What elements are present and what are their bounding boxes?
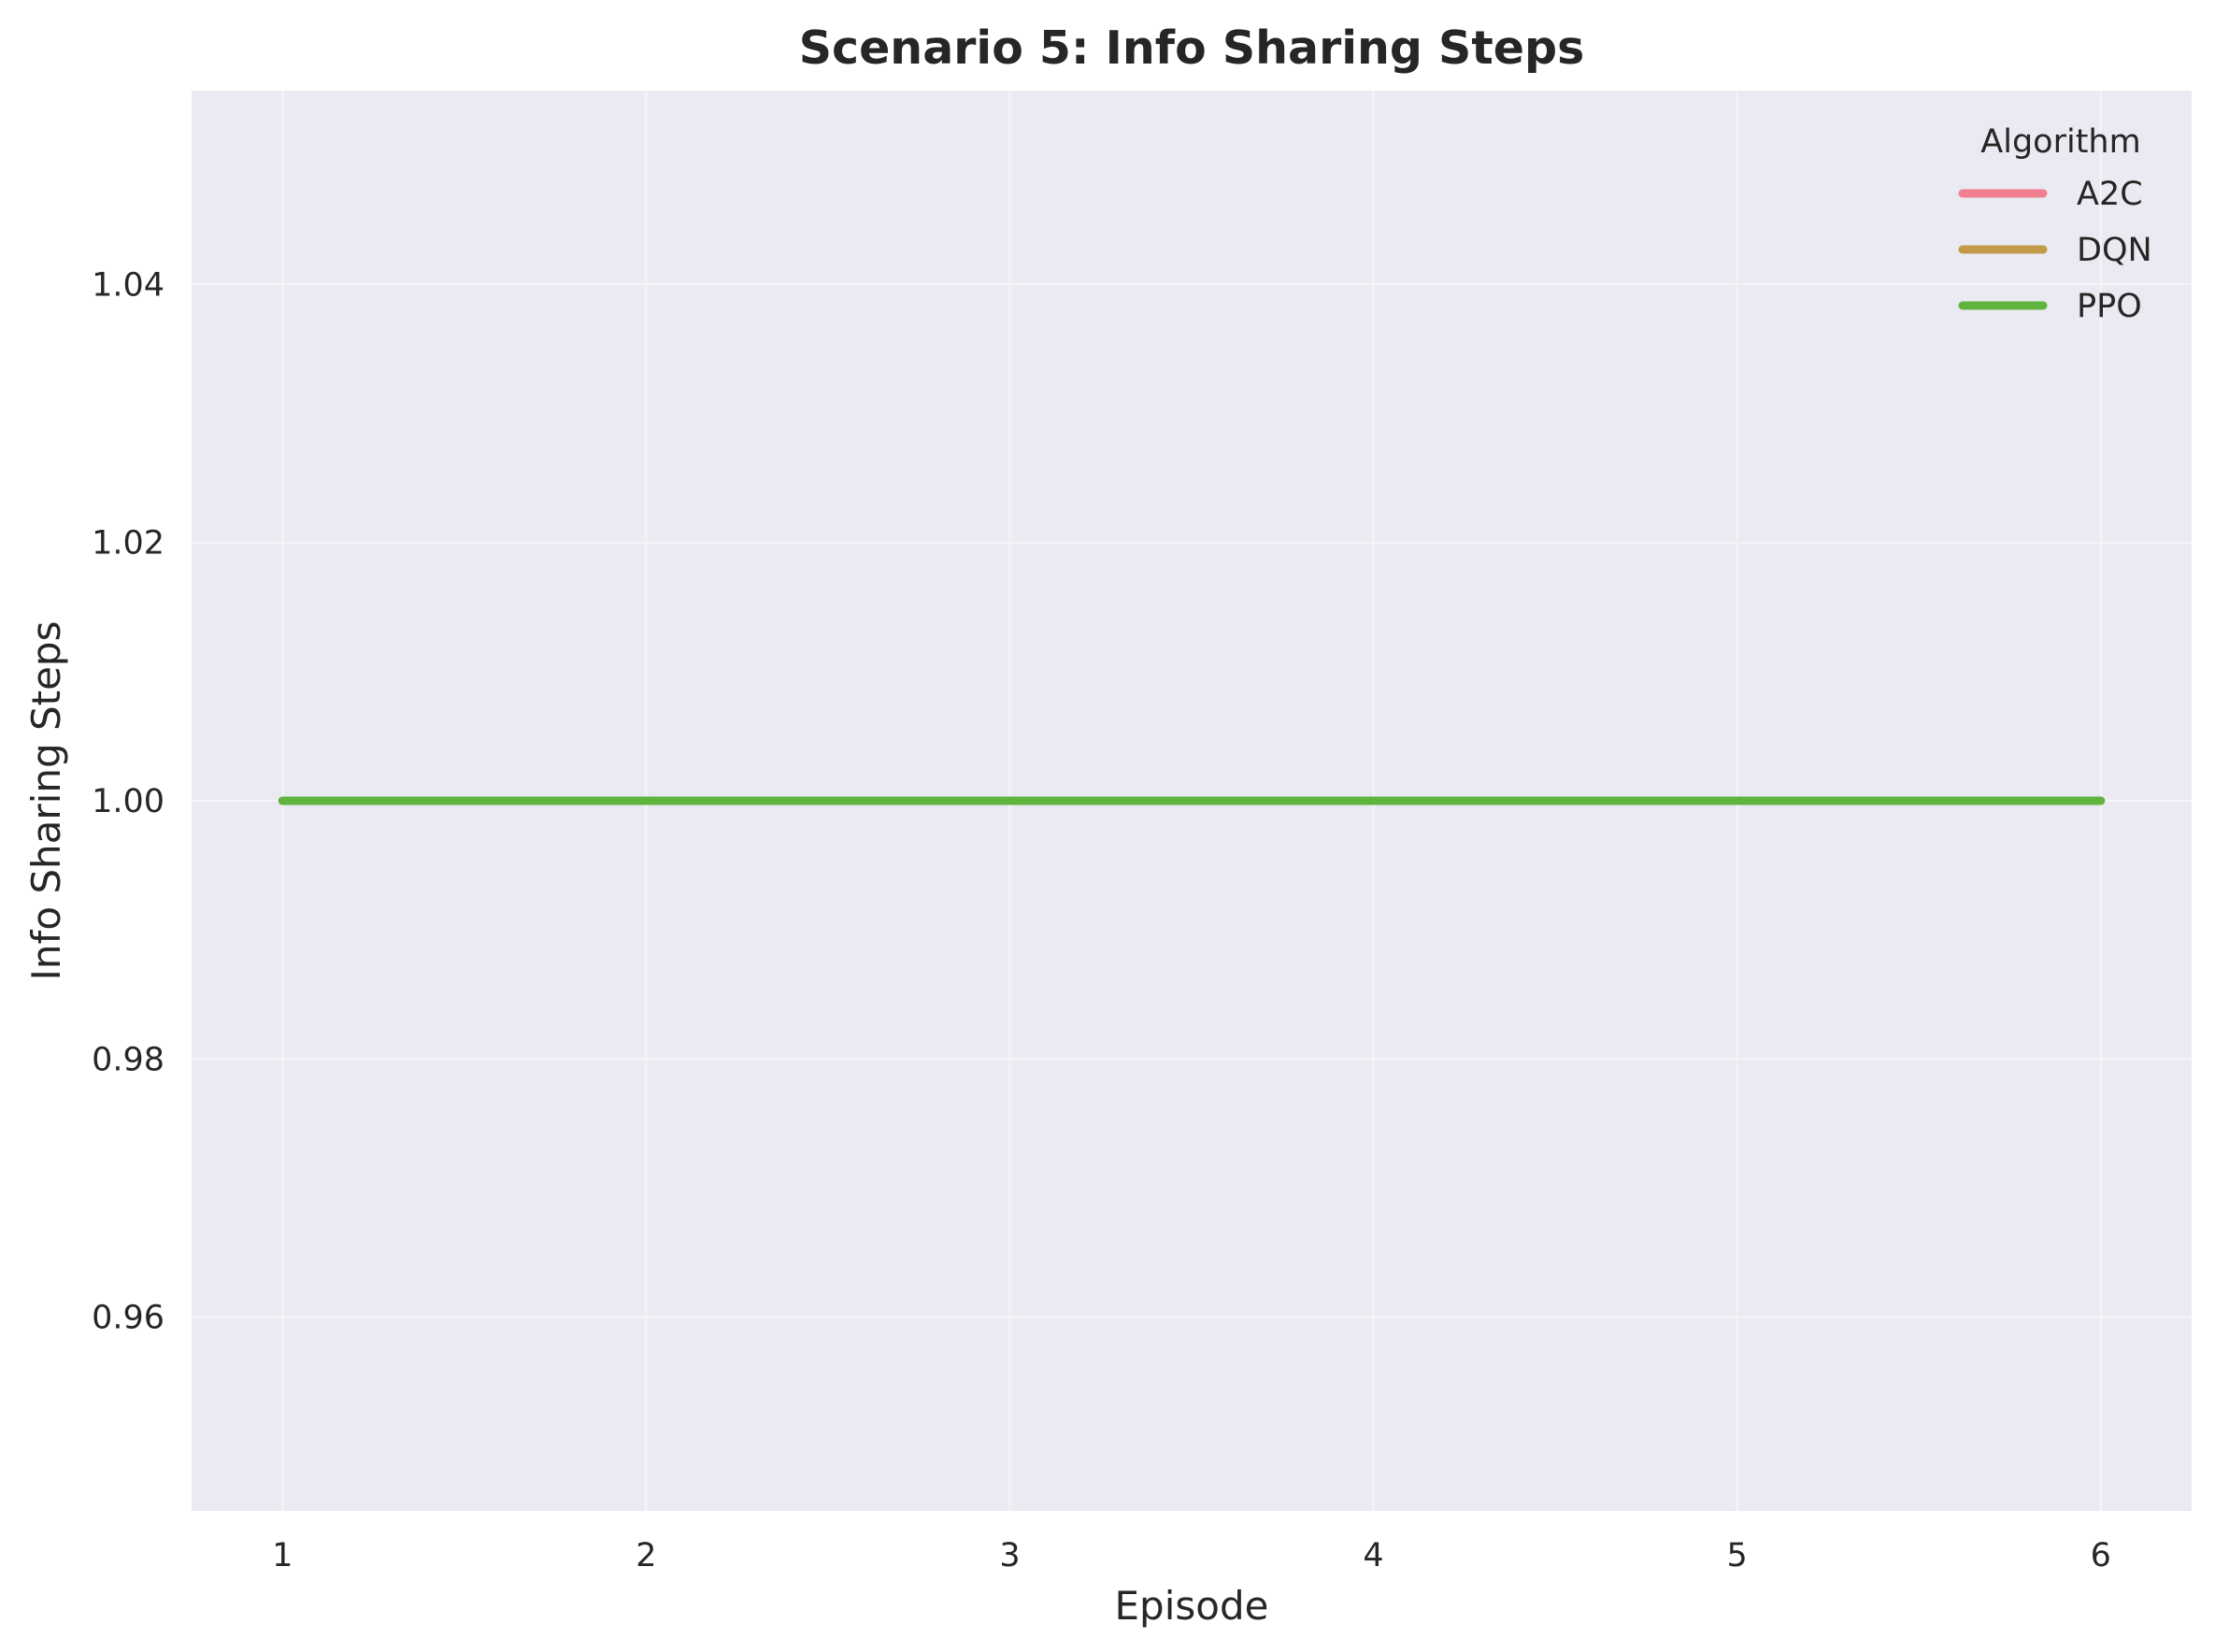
x-tick-labels: 1 2 3 4 5 6 xyxy=(272,1537,2111,1574)
y-axis-label: Info Sharing Steps xyxy=(23,621,69,981)
x-axis-label: Episode xyxy=(1115,1583,1269,1629)
x-tick-label: 3 xyxy=(999,1537,1020,1574)
x-tick-label: 5 xyxy=(1726,1537,1747,1574)
data-point-ppo xyxy=(1369,797,1378,805)
legend-label-ppo: PPO xyxy=(2077,288,2142,325)
y-tick-labels: 0.96 0.98 1.00 1.02 1.04 xyxy=(92,266,164,1336)
data-point-ppo xyxy=(1733,797,1741,805)
legend-label-a2c: A2C xyxy=(2077,176,2143,213)
y-tick-label: 0.96 xyxy=(92,1300,164,1337)
x-tick-label: 4 xyxy=(1363,1537,1383,1574)
x-tick-label: 2 xyxy=(636,1537,656,1574)
legend-title: Algorithm xyxy=(1980,123,2140,161)
data-point-ppo xyxy=(642,797,650,805)
series-lines xyxy=(278,796,2106,805)
y-tick-label: 1.02 xyxy=(92,525,164,563)
x-tick-label: 6 xyxy=(2091,1537,2111,1574)
y-tick-label: 1.00 xyxy=(92,783,164,820)
chart-title: Scenario 5: Info Sharing Steps xyxy=(799,21,1585,75)
data-point-ppo xyxy=(2096,797,2105,805)
y-tick-label: 0.98 xyxy=(92,1041,164,1078)
x-tick-label: 1 xyxy=(272,1537,293,1574)
data-point-ppo xyxy=(1006,797,1014,805)
legend-label-dqn: DQN xyxy=(2077,232,2152,269)
y-tick-label: 1.04 xyxy=(92,266,164,304)
data-point-ppo xyxy=(279,797,287,805)
legend: Algorithm A2C DQN PPO xyxy=(1958,123,2152,325)
